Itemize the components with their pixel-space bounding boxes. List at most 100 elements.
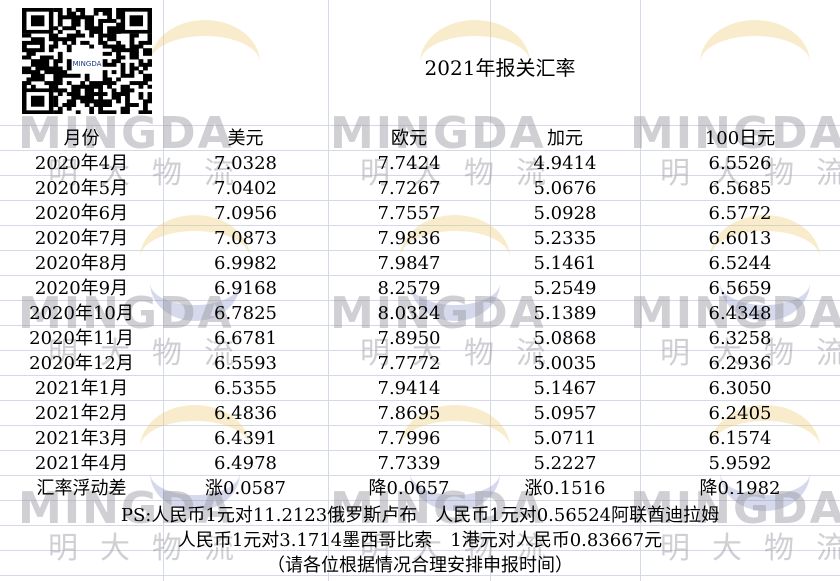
grid-line	[0, 450, 840, 451]
diff-eur: 降0.0657	[368, 478, 450, 499]
table-row: 2020年10月 6.7825 8.0324 5.1389 6.4348	[0, 301, 840, 326]
grid-line	[0, 225, 840, 226]
rate-cell: 7.0402	[214, 178, 277, 199]
table-row: 2020年4月 7.0328 7.7424 4.9414 6.5526	[0, 151, 840, 176]
rate-cell: 6.5526	[708, 153, 772, 174]
grid-line	[0, 125, 840, 126]
note-line-2: 人民币1元对3.1714墨西哥比索 1港元对人民币0.83667元	[177, 530, 663, 551]
rate-cell: 5.0868	[533, 328, 597, 349]
rate-cell: 5.1389	[533, 303, 597, 324]
header-month: 月份	[63, 128, 100, 149]
rate-cell: 5.0035	[533, 353, 597, 374]
rate-cell: 5.1467	[533, 378, 597, 399]
rate-cell: 7.8950	[377, 328, 441, 349]
grid-line	[0, 525, 840, 526]
grid-line	[0, 300, 840, 301]
grid-line	[0, 275, 840, 276]
rate-cell: 6.4391	[214, 428, 277, 449]
rate-cell: 6.4836	[214, 403, 277, 424]
rate-cell: 4.9414	[533, 153, 597, 174]
diff-row: 汇率浮动差 涨0.0587 降0.0657 涨0.1516 降0.1982	[0, 476, 840, 501]
rate-cell: 7.0873	[214, 228, 277, 249]
rate-cell: 7.7996	[377, 428, 441, 449]
diff-label: 汇率浮动差	[36, 478, 127, 499]
rate-cell: 6.2936	[708, 353, 772, 374]
rate-cell: 6.3258	[708, 328, 772, 349]
rate-cell: 5.0928	[533, 203, 597, 224]
month-cell: 2021年1月	[34, 378, 129, 399]
rate-cell: 5.9592	[708, 453, 772, 474]
rate-cell: 5.2335	[533, 228, 597, 249]
grid-line	[0, 425, 840, 426]
grid-line	[490, 0, 491, 581]
grid-line	[0, 575, 840, 576]
diff-jpy: 降0.1982	[699, 478, 781, 499]
table-header-row: 月份 美元 欧元 加元 100日元	[0, 126, 840, 151]
month-cell: 2020年10月	[29, 303, 134, 324]
rate-cell: 6.5659	[708, 278, 772, 299]
rate-cell: 6.6781	[214, 328, 277, 349]
rate-cell: 7.0956	[214, 203, 277, 224]
rate-cell: 7.0328	[214, 153, 277, 174]
grid-line	[0, 550, 840, 551]
rate-cell: 8.2579	[377, 278, 441, 299]
rate-cell: 6.5593	[214, 353, 277, 374]
grid-line	[640, 0, 641, 581]
grid-line	[328, 0, 329, 581]
rate-cell: 5.2227	[533, 453, 597, 474]
month-cell: 2020年7月	[34, 228, 129, 249]
month-cell: 2020年11月	[29, 328, 134, 349]
note-line-1: PS:人民币1元对11.2123俄罗斯卢布 人民币1元对0.56524阿联酋迪拉…	[120, 505, 720, 526]
rate-cell: 6.5244	[708, 253, 772, 274]
rate-cell: 6.4348	[708, 303, 772, 324]
rate-cell: 6.7825	[214, 303, 277, 324]
grid-line	[0, 475, 840, 476]
rate-cell: 5.2549	[533, 278, 597, 299]
rate-cell: 7.7772	[377, 353, 441, 374]
rate-cell: 6.6013	[708, 228, 772, 249]
page-title: 2021年报关汇率	[424, 56, 576, 80]
rate-cell: 7.7424	[377, 153, 441, 174]
grid-line	[0, 400, 840, 401]
diff-cad: 涨0.1516	[524, 478, 606, 499]
rate-cell: 5.0957	[533, 403, 597, 424]
grid-line	[0, 250, 840, 251]
table-row: 2021年1月 6.5355 7.9414 5.1467 6.3050	[0, 376, 840, 401]
month-cell: 2020年5月	[34, 178, 129, 199]
month-cell: 2020年4月	[34, 153, 129, 174]
rate-cell: 6.3050	[708, 378, 772, 399]
rate-cell: 7.9414	[377, 378, 441, 399]
month-cell: 2020年8月	[34, 253, 129, 274]
table-row: 2021年4月 6.4978 7.7339 5.2227 5.9592	[0, 451, 840, 476]
table-row: 2021年3月 6.4391 7.7996 5.0711 6.1574	[0, 426, 840, 451]
header-cad: 加元	[547, 128, 583, 149]
table-row: 2020年11月 6.6781 7.8950 5.0868 6.3258	[0, 326, 840, 351]
exchange-rate-table: 月份 美元 欧元 加元 100日元 2020年4月 7.0328 7.7424 4.9…	[0, 126, 840, 501]
grid-line	[0, 375, 840, 376]
table-row: 2021年2月 6.4836 7.8695 5.0957 6.2405	[0, 401, 840, 426]
qr-code: MINGDA	[22, 8, 153, 115]
table-row: 2020年8月 6.9982 7.9847 5.1461 6.5244	[0, 251, 840, 276]
rate-cell: 6.5685	[708, 178, 772, 199]
rate-cell: 6.4978	[214, 453, 277, 474]
table-row: 2020年5月 7.0402 7.7267 5.0676 6.5685	[0, 176, 840, 201]
rate-cell: 7.9836	[377, 228, 441, 249]
note-line-3: （请各位根据情况合理安排申报时间）	[267, 555, 573, 576]
table-row: 2020年12月 6.5593 7.7772 5.0035 6.2936	[0, 351, 840, 376]
rate-cell: 6.9982	[214, 253, 277, 274]
rate-cell: 7.7339	[377, 453, 441, 474]
rate-cell: 7.8695	[377, 403, 441, 424]
rate-cell: 6.9168	[214, 278, 277, 299]
rate-cell: 5.0711	[533, 428, 597, 449]
month-cell: 2021年2月	[34, 403, 129, 424]
rate-cell: 5.1461	[533, 253, 597, 274]
header-usd: 美元	[227, 128, 264, 149]
grid-line	[0, 200, 840, 201]
rate-cell: 6.5772	[708, 203, 772, 224]
grid-line	[0, 325, 840, 326]
month-cell: 2020年12月	[29, 353, 134, 374]
header-jpy: 100日元	[704, 128, 776, 149]
table-row: 2020年9月 6.9168 8.2579 5.2549 6.5659	[0, 276, 840, 301]
rate-cell: 5.0676	[533, 178, 597, 199]
grid-line	[0, 175, 840, 176]
